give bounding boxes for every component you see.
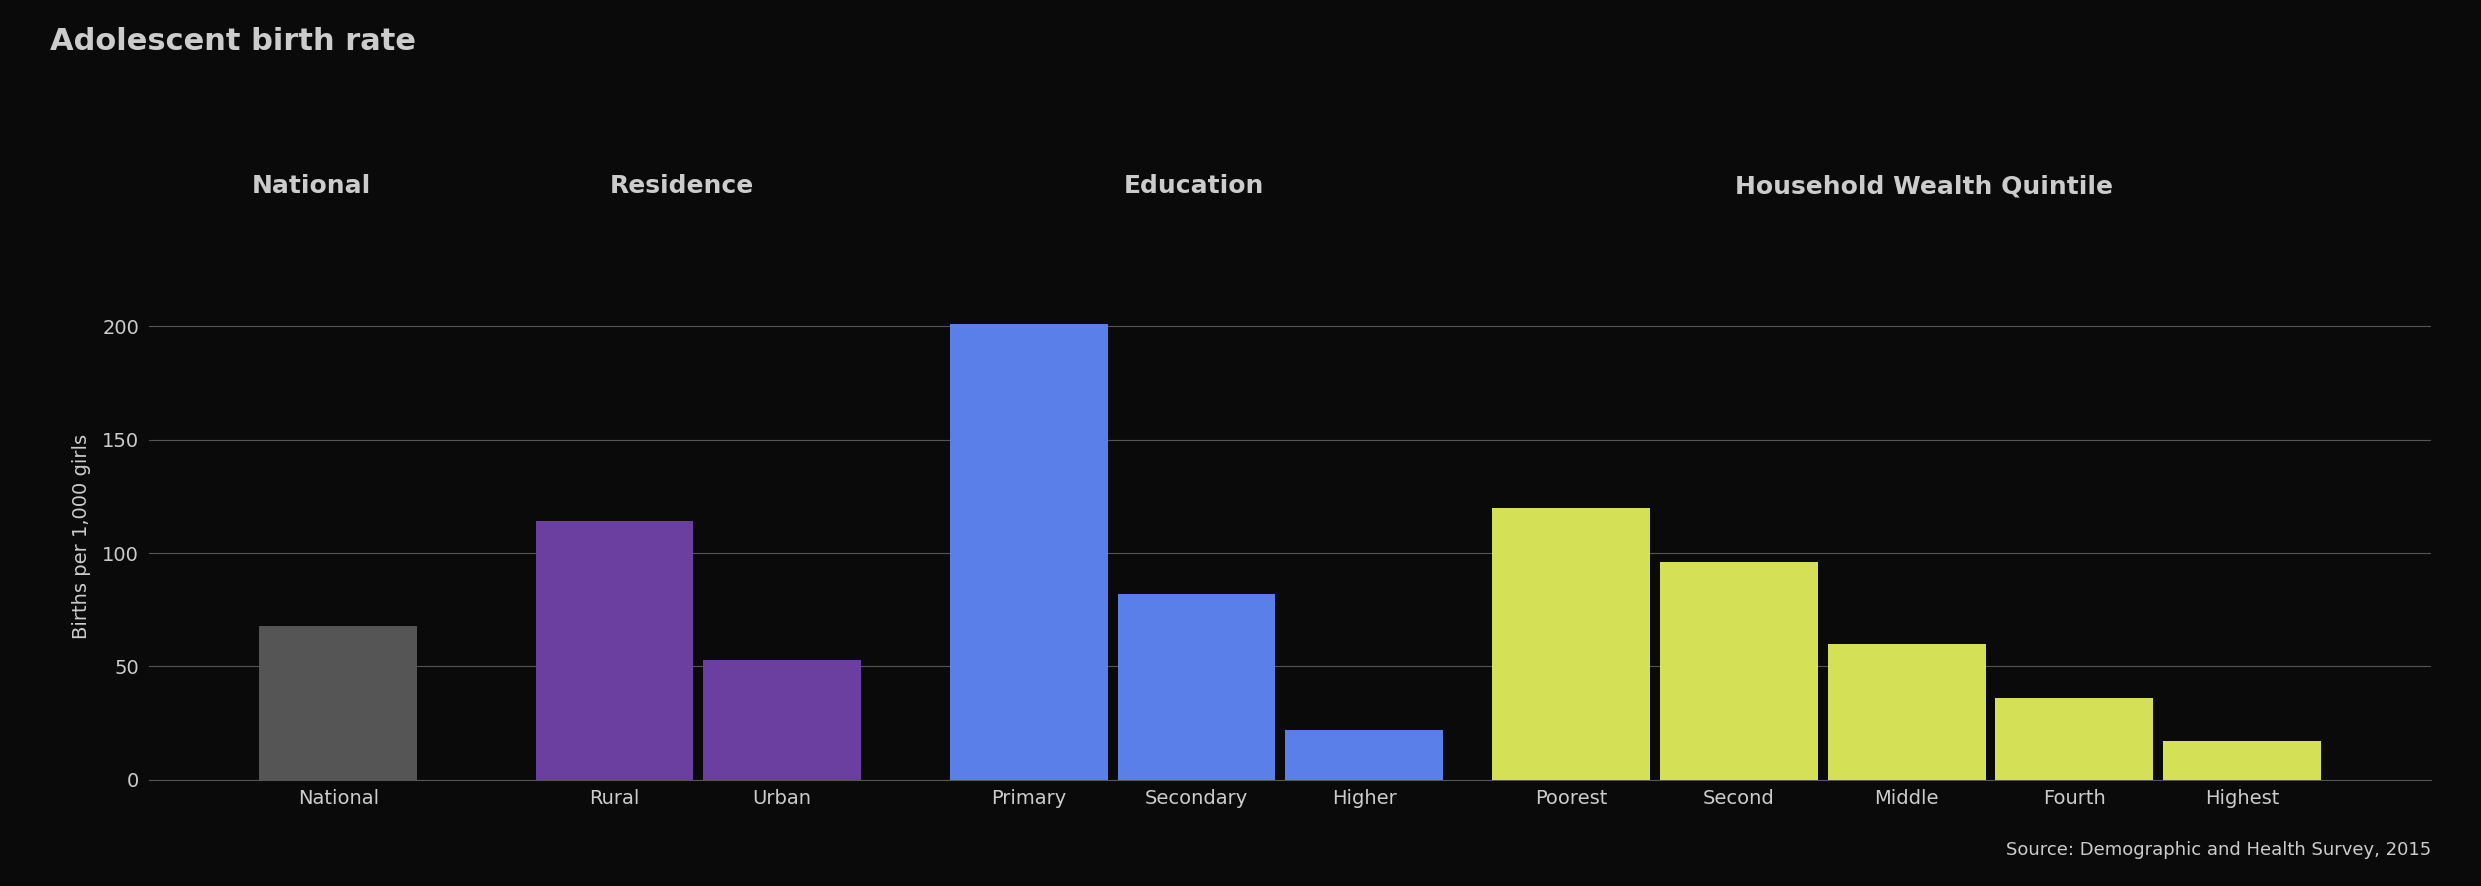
Bar [261,626,417,780]
Bar [1660,562,1819,780]
Text: Source: Demographic and Health Survey, 2015: Source: Demographic and Health Survey, 2… [2007,842,2431,859]
Text: National: National [251,174,370,198]
Bar [1995,698,2154,780]
Bar [1116,594,1275,780]
Text: Household Wealth Quintile: Household Wealth Quintile [1734,174,2114,198]
Bar [536,521,692,780]
Bar [1828,644,1985,780]
Bar [2163,742,2320,780]
Bar [1285,730,1444,780]
Bar [950,324,1107,780]
Text: Education: Education [1124,174,1263,198]
Text: Adolescent birth rate: Adolescent birth rate [50,27,417,56]
Y-axis label: Births per 1,000 girls: Births per 1,000 girls [72,433,92,639]
Bar [1494,508,1650,780]
Text: Residence: Residence [610,174,754,198]
Bar [702,659,861,780]
